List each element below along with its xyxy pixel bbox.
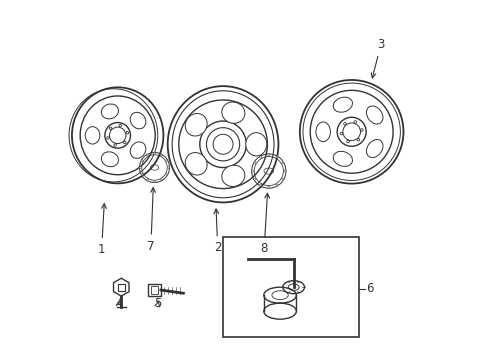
Ellipse shape <box>275 184 277 186</box>
Ellipse shape <box>130 112 145 129</box>
Ellipse shape <box>259 156 261 158</box>
Bar <box>150 286 158 294</box>
Ellipse shape <box>267 154 269 156</box>
Ellipse shape <box>366 139 382 158</box>
Ellipse shape <box>161 154 162 156</box>
Ellipse shape <box>141 159 143 161</box>
Ellipse shape <box>315 122 330 141</box>
Ellipse shape <box>161 179 162 181</box>
Ellipse shape <box>251 170 253 172</box>
Ellipse shape <box>167 167 169 168</box>
Ellipse shape <box>146 154 148 156</box>
Ellipse shape <box>332 97 352 112</box>
Ellipse shape <box>165 174 167 176</box>
Ellipse shape <box>366 106 382 124</box>
Ellipse shape <box>259 184 261 186</box>
Text: 2: 2 <box>213 209 221 255</box>
Ellipse shape <box>101 152 118 167</box>
Bar <box>148 284 161 296</box>
Ellipse shape <box>153 152 155 154</box>
Text: 5: 5 <box>154 297 162 310</box>
Ellipse shape <box>253 178 255 180</box>
Text: 3: 3 <box>370 38 384 78</box>
Ellipse shape <box>130 142 145 158</box>
Ellipse shape <box>139 167 141 168</box>
Ellipse shape <box>222 102 244 123</box>
Bar <box>118 284 124 291</box>
Ellipse shape <box>245 132 266 156</box>
Bar <box>223 237 358 337</box>
Ellipse shape <box>222 165 244 186</box>
Ellipse shape <box>281 162 284 164</box>
Ellipse shape <box>85 127 100 144</box>
Ellipse shape <box>101 104 118 119</box>
Ellipse shape <box>185 113 207 136</box>
Ellipse shape <box>332 151 352 166</box>
Ellipse shape <box>153 181 155 183</box>
Ellipse shape <box>141 174 143 176</box>
Ellipse shape <box>267 186 269 188</box>
Text: 6: 6 <box>365 283 373 296</box>
Ellipse shape <box>275 156 277 158</box>
Ellipse shape <box>185 153 207 175</box>
Ellipse shape <box>146 179 148 181</box>
Text: 1: 1 <box>98 204 106 256</box>
Ellipse shape <box>165 159 167 161</box>
Ellipse shape <box>284 170 285 172</box>
Text: 7: 7 <box>147 188 155 253</box>
Ellipse shape <box>281 178 284 180</box>
Text: 4: 4 <box>116 297 123 310</box>
Ellipse shape <box>253 162 255 164</box>
Text: 8: 8 <box>260 193 269 255</box>
